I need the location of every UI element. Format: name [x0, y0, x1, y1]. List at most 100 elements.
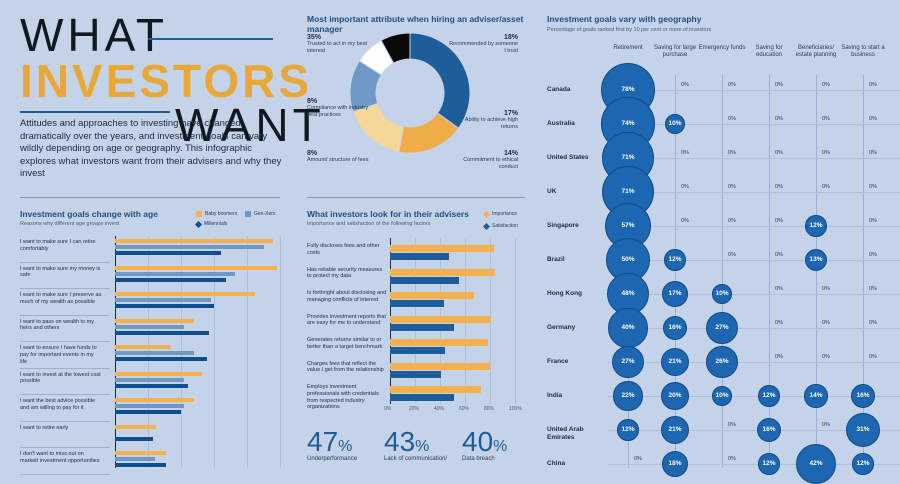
age-category-label: I want to make sure I preserve as much o…	[20, 292, 102, 305]
adv-category-label: Is forthright about disclosing and manag…	[307, 290, 387, 303]
age-chart-subtitle: Reasons why different age groups invest	[20, 221, 120, 227]
stat-value: 47%	[307, 426, 357, 458]
geo-bubble: 27%	[611, 345, 645, 379]
geo-country-label: Australia	[547, 120, 575, 127]
geo-subtitle: Percentage of goals ranked first by 10 p…	[547, 27, 712, 33]
geo-column-line	[675, 75, 676, 468]
geo-country-label: UK	[547, 188, 557, 195]
age-bar-millennials	[115, 251, 221, 255]
geo-zero-value: 0%	[681, 150, 689, 156]
adv-bar-importance	[390, 386, 482, 393]
geo-zero-value: 0%	[869, 116, 877, 122]
geo-bubble: 22%	[613, 381, 643, 411]
geo-zero-value: 0%	[775, 82, 783, 88]
age-gridline	[247, 236, 248, 468]
geo-zero-value: 0%	[681, 218, 689, 224]
geo-zero-value: 0%	[728, 218, 736, 224]
age-bar-millennials	[115, 357, 208, 361]
geo-zero-value: 0%	[775, 116, 783, 122]
donut-callout-amount-structure-of-fees: 8% Amount/ structure of fees	[307, 150, 377, 164]
donut-callout-trusted-to-act-in-my-best-interest: 35% Trusted to act in my best interest	[307, 34, 377, 55]
legend-millennials: Millennials	[194, 220, 228, 228]
age-bar-baby-boomers	[115, 265, 277, 270]
geo-column-header: Saving for large purchase	[653, 45, 697, 58]
legend-label-baby-boomers: Baby boomers	[205, 211, 238, 217]
geo-bubble: 13%	[804, 248, 828, 272]
geo-zero-value: 0%	[822, 150, 830, 156]
adv-category-label: Has reliable security measures to protec…	[307, 266, 383, 280]
age-bar-baby-boomers	[115, 345, 172, 349]
geo-zero-value: 0%	[775, 184, 783, 190]
age-bar-gen-xers	[115, 351, 195, 355]
stat-data-breach: 40% Data breach	[462, 426, 507, 462]
age-bar-gen-xers	[115, 324, 185, 329]
adv-gridline	[515, 238, 516, 404]
geo-zero-value: 0%	[728, 82, 736, 88]
geo-zero-value: 0%	[775, 218, 783, 224]
age-category-label: I want to ensure I have funds to pay for…	[20, 345, 97, 365]
geo-bubble: 10%	[712, 284, 732, 304]
geo-zero-value: 0%	[728, 456, 736, 462]
geo-country-label: China	[547, 460, 566, 467]
geo-bubble: 12%	[805, 215, 827, 237]
stat-underperformance: 47% Underperformance	[307, 426, 357, 462]
geo-row-line	[608, 294, 900, 295]
legend-importance: Importance	[482, 210, 517, 218]
donut-value-commitment-to-ethical-conduct: 14%	[503, 150, 518, 157]
stat-unit: %	[415, 438, 430, 455]
advisers-chart-subtitle: Importance and satisfaction of the follo…	[307, 221, 431, 227]
hero-rule-bottom	[20, 111, 170, 113]
geo-column-line	[816, 75, 817, 468]
stat-label: Underperformance	[307, 456, 358, 462]
adv-tick-label: 60%	[459, 406, 470, 412]
stat-unit: %	[493, 438, 508, 455]
geo-country-label: France	[547, 358, 569, 365]
legend-swatch-baby-boomers	[196, 211, 202, 217]
geo-zero-value: 0%	[681, 82, 689, 88]
age-bar-gen-xers	[115, 377, 185, 382]
legend-label-gen-xers: Gen-Xers	[254, 211, 276, 217]
adv-category-label: Generates returns similar to or better t…	[307, 337, 383, 350]
age-bar-millennials	[115, 330, 210, 335]
geo-zero-value: 0%	[822, 354, 830, 360]
age-category-label: I want the best advice possible and am w…	[20, 398, 95, 411]
intro-text: Attitudes and approaches to investing ha…	[20, 118, 282, 179]
geo-bubble: 12%	[852, 453, 874, 475]
age-bar-baby-boomers	[115, 371, 203, 376]
stat-value: 43%	[384, 426, 447, 458]
geo-bubble: 31%	[845, 412, 881, 448]
geo-bubble: 26%	[706, 346, 738, 378]
geo-zero-value: 0%	[728, 184, 736, 190]
age-bar-millennials	[115, 436, 153, 441]
age-bar-gen-xers	[115, 271, 236, 276]
age-row-divider	[20, 314, 110, 316]
donut-value-ability-to-achieve-high-returns: 17%	[503, 110, 518, 117]
geo-column-header: Retirement	[613, 45, 643, 51]
geo-zero-value: 0%	[728, 252, 736, 258]
geo-bubble: 21%	[660, 347, 690, 377]
age-bar-millennials	[115, 463, 167, 467]
adv-category-label: Fully discloses fees and other costs	[307, 243, 380, 256]
geo-zero-value: 0%	[869, 354, 877, 360]
donut-label-trusted-to-act-in-my-best-interest: Trusted to act in my best interest	[307, 41, 368, 54]
legend-label-millennials: Millennials	[204, 221, 228, 227]
age-chart-title: Investment goals change with age	[20, 209, 158, 219]
geo-row-line	[608, 430, 900, 431]
geo-column-line	[722, 75, 723, 468]
adv-bar-satisfaction	[390, 394, 454, 401]
geo-column-header: Saving to start a business	[841, 45, 885, 58]
adv-bar-satisfaction	[390, 276, 459, 284]
donut-callout-commitment-to-ethical-conduct: 14% Commitment to ethical conduct	[448, 150, 518, 171]
age-category-label: I want to make sure I can retire comfort…	[20, 239, 96, 252]
geo-zero-value: 0%	[681, 184, 689, 190]
geo-bubble: 16%	[662, 315, 688, 341]
geo-row-line	[608, 328, 900, 329]
age-row-divider	[20, 367, 110, 369]
donut-callout-ability-to-achieve-high-returns: 17% Ability to achieve high returns	[448, 110, 518, 131]
geo-bubble: 12%	[664, 249, 686, 271]
adv-bar-satisfaction	[390, 323, 454, 331]
geo-row-line	[608, 90, 900, 91]
legend-satisfaction: Satisfaction	[482, 222, 518, 230]
age-gridline	[280, 236, 281, 468]
hero-title-want: WANT	[175, 99, 325, 151]
